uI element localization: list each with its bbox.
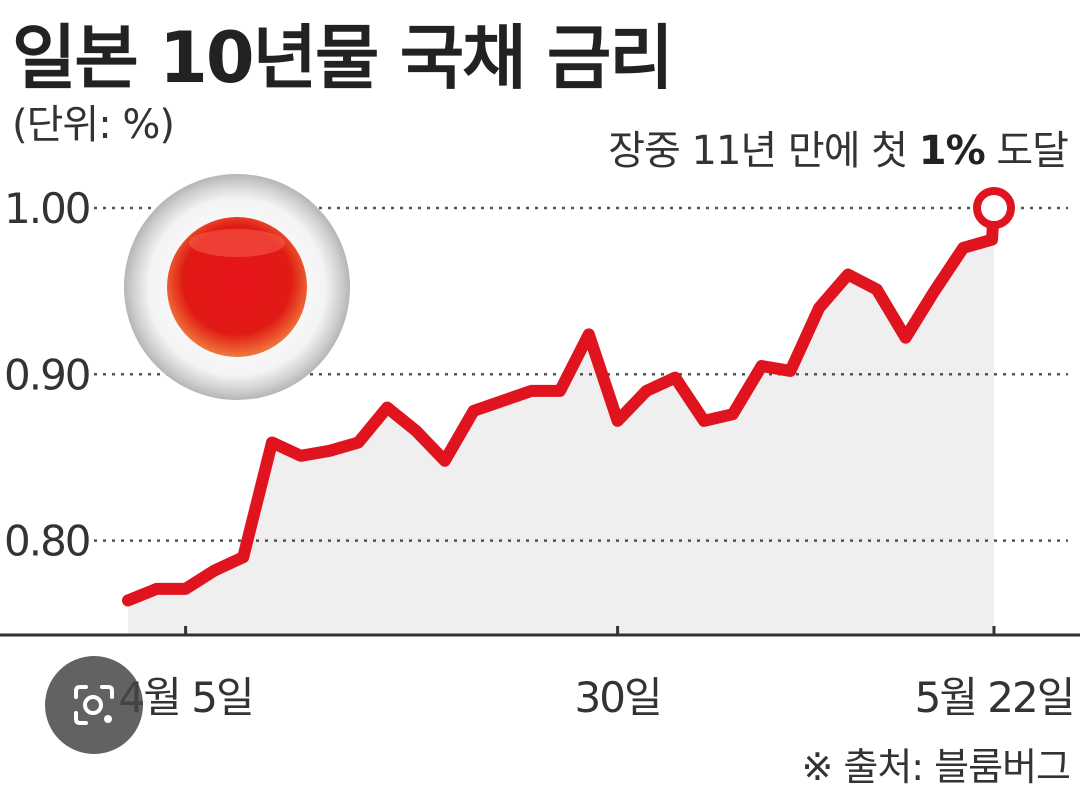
- data-point: [295, 450, 306, 461]
- data-point: [699, 415, 709, 426]
- peak-annotation: 장중 11년 만에 첫 1% 도달: [608, 118, 1069, 176]
- data-point: [958, 242, 969, 253]
- data-point: [411, 425, 421, 436]
- data-point: [526, 385, 537, 396]
- data-point: [497, 395, 508, 406]
- data-point: [929, 286, 940, 297]
- peak-marker: [973, 187, 1015, 229]
- y-tick-label: 0.90: [4, 350, 90, 399]
- series-line: [122, 202, 1000, 607]
- chart-title: 일본 10년물 국채 금리: [12, 17, 674, 99]
- annotation-prefix: 장중 11년 만에 첫: [608, 128, 919, 174]
- japan-flag-icon: [124, 174, 350, 400]
- data-point: [900, 332, 911, 343]
- data-point: [151, 583, 162, 594]
- source-note: ※ 출처: 블룸버그: [801, 745, 1071, 789]
- data-point: [267, 437, 277, 448]
- data-point: [238, 552, 249, 563]
- data-point: [324, 445, 335, 456]
- y-tick-label: 0.80: [4, 517, 90, 566]
- data-point: [670, 372, 681, 383]
- data-point: [439, 455, 450, 466]
- data-point: [180, 583, 191, 594]
- data-point: [814, 302, 825, 313]
- data-point: [785, 365, 796, 376]
- data-point: [555, 385, 565, 396]
- area-fill: [128, 208, 994, 635]
- data-point: [987, 234, 997, 245]
- data-point: [123, 595, 133, 606]
- data-point: [727, 409, 738, 420]
- x-tick-label: 5월 22일: [915, 673, 1074, 722]
- data-point: [583, 329, 594, 340]
- unit-label: (단위: %): [12, 102, 175, 148]
- data-point: [641, 385, 652, 396]
- data-point: [612, 415, 623, 426]
- annotation-highlight: 1%: [918, 128, 986, 174]
- data-point: [756, 360, 767, 371]
- data-point: [871, 284, 882, 295]
- lens-search-icon: [74, 685, 114, 725]
- annotation-suffix: 도달: [984, 128, 1069, 174]
- x-tick-label: 30일: [575, 673, 661, 722]
- data-point: [209, 565, 220, 576]
- data-point: [353, 437, 364, 448]
- data-point: [468, 405, 479, 416]
- lens-search-button[interactable]: [45, 656, 143, 754]
- y-tick-label: 1.00: [4, 184, 90, 233]
- data-point: [843, 269, 853, 280]
- data-point: [382, 402, 393, 413]
